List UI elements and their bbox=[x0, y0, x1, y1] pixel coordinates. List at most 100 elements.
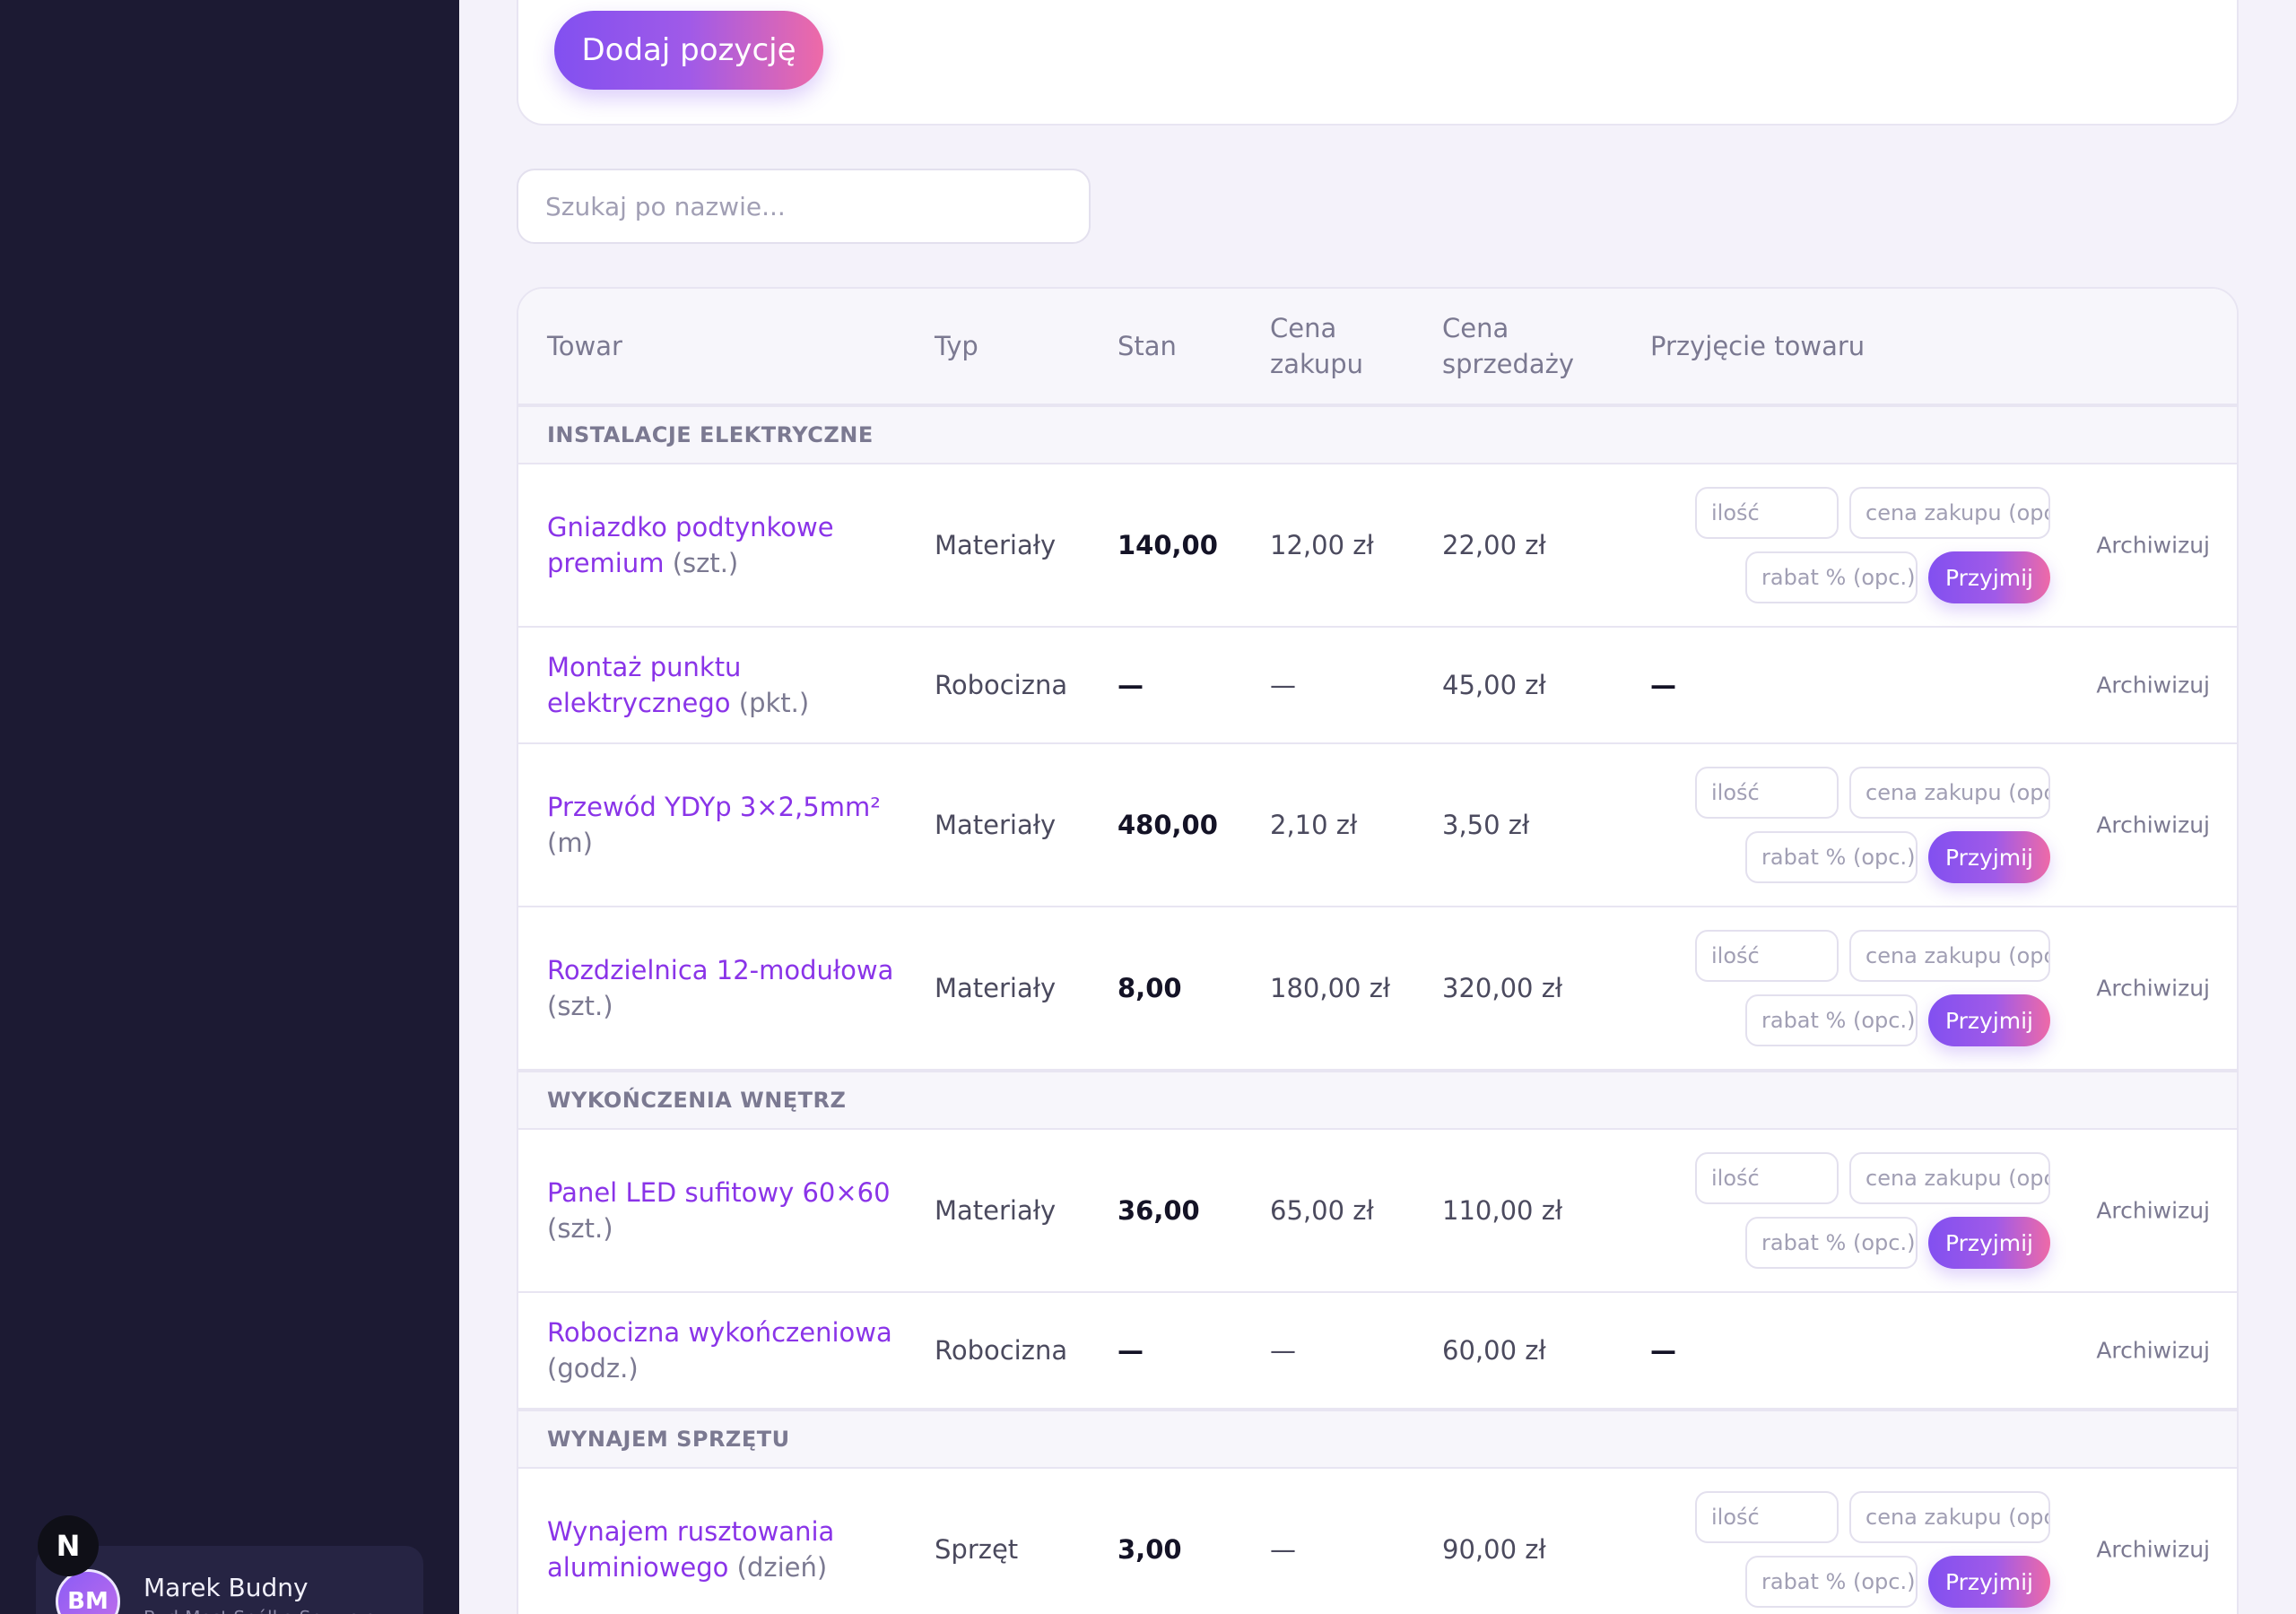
col-header-sell-line1: Cena bbox=[1442, 313, 1509, 343]
user-name: Marek Budny bbox=[144, 1573, 309, 1602]
item-name-cell: Montaż punktu elektrycznego (pkt.) bbox=[547, 649, 906, 721]
qty-input[interactable]: ilość bbox=[1695, 1152, 1839, 1204]
item-type: Sprzęt bbox=[935, 1534, 1019, 1565]
col-header-type: Typ bbox=[935, 331, 978, 361]
item-name-cell: Przewód YDYp 3×2,5mm² (m) bbox=[547, 789, 906, 861]
col-header-stock: Stan bbox=[1118, 331, 1177, 361]
discount-input[interactable]: rabat % (opc.) bbox=[1745, 1556, 1918, 1608]
col-header-name: Towar bbox=[547, 331, 622, 361]
archive-link[interactable]: Archiwizuj bbox=[2096, 811, 2210, 838]
qty-input[interactable]: ilość bbox=[1695, 487, 1839, 539]
col-header-buy: Cena zakupu bbox=[1270, 310, 1363, 382]
receive-form: ilość cena zakupu (opc.) rabat % (opc.) … bbox=[1695, 1152, 2054, 1269]
item-type: Materiały bbox=[935, 1195, 1057, 1226]
receive-unavailable: — bbox=[1650, 670, 1676, 700]
add-item-button[interactable]: Dodaj pozycję bbox=[554, 11, 823, 90]
item-name-link[interactable]: Wynajem rusztowania aluminiowego bbox=[547, 1516, 835, 1583]
group-header: WYNAJEM SPRZĘTU bbox=[518, 1410, 2237, 1469]
qty-input[interactable]: ilość bbox=[1695, 930, 1839, 982]
purchase-price-input[interactable]: cena zakupu (opc.) bbox=[1849, 930, 2050, 982]
avatar: BM bbox=[56, 1569, 120, 1614]
archive-link[interactable]: Archiwizuj bbox=[2096, 532, 2210, 559]
discount-input[interactable]: rabat % (opc.) bbox=[1745, 551, 1918, 603]
receive-form: ilość cena zakupu (opc.) rabat % (opc.) … bbox=[1695, 930, 2054, 1046]
item-sell-price: 110,00 zł bbox=[1442, 1195, 1563, 1226]
user-card[interactable]: BM Marek Budny Bud-Most Spółka Sp. z o.o… bbox=[36, 1546, 423, 1614]
discount-input[interactable]: rabat % (opc.) bbox=[1745, 831, 1918, 883]
group-header: INSTALACJE ELEKTRYCZNE bbox=[518, 405, 2237, 464]
search-input[interactable] bbox=[517, 169, 1091, 244]
receive-button[interactable]: Przyjmij bbox=[1928, 1217, 2050, 1269]
purchase-price-input[interactable]: cena zakupu (opc.) bbox=[1849, 767, 2050, 819]
purchase-price-input[interactable]: cena zakupu (opc.) bbox=[1849, 487, 2050, 539]
archive-link[interactable]: Archiwizuj bbox=[2096, 1197, 2210, 1224]
item-name-link[interactable]: Panel LED sufitowy 60×60 bbox=[547, 1177, 891, 1208]
item-name-cell: Panel LED sufitowy 60×60 (szt.) bbox=[547, 1175, 906, 1246]
receive-button[interactable]: Przyjmij bbox=[1928, 551, 2050, 603]
item-sell-price: 45,00 zł bbox=[1442, 670, 1546, 700]
item-sell-price: 22,00 zł bbox=[1442, 530, 1546, 560]
receive-form: ilość cena zakupu (opc.) rabat % (opc.) … bbox=[1695, 767, 2054, 883]
item-name-cell: Wynajem rusztowania aluminiowego (dzień) bbox=[547, 1514, 906, 1585]
archive-link[interactable]: Archiwizuj bbox=[2096, 1536, 2210, 1563]
purchase-price-input[interactable]: cena zakupu (opc.) bbox=[1849, 1491, 2050, 1543]
table-row: Montaż punktu elektrycznego (pkt.) Roboc… bbox=[518, 628, 2237, 744]
qty-input[interactable]: ilość bbox=[1695, 1491, 1839, 1543]
item-type: Materiały bbox=[935, 973, 1057, 1003]
user-company: Bud-Most Spółka Sp. z o.o. bbox=[144, 1607, 381, 1614]
table-row: Robocizna wykończeniowa (godz.) Robocizn… bbox=[518, 1293, 2237, 1410]
item-stock: 8,00 bbox=[1118, 973, 1182, 1003]
item-type: Materiały bbox=[935, 810, 1057, 840]
group-header: WYKOŃCZENIA WNĘTRZ bbox=[518, 1071, 2237, 1130]
col-header-sell-line2: sprzedaży bbox=[1442, 349, 1575, 379]
item-buy-price: 65,00 zł bbox=[1270, 1195, 1374, 1226]
table-row: Wynajem rusztowania aluminiowego (dzień)… bbox=[518, 1469, 2237, 1614]
receive-unavailable: — bbox=[1650, 1335, 1676, 1366]
archive-link[interactable]: Archiwizuj bbox=[2096, 672, 2210, 699]
discount-input[interactable]: rabat % (opc.) bbox=[1745, 994, 1918, 1046]
item-stock: 480,00 bbox=[1118, 810, 1218, 840]
archive-link[interactable]: Archiwizuj bbox=[2096, 1337, 2210, 1364]
discount-input[interactable]: rabat % (opc.) bbox=[1745, 1217, 1918, 1269]
item-name-cell: Rozdzielnica 12-modułowa (szt.) bbox=[547, 952, 906, 1024]
receive-form: ilość cena zakupu (opc.) rabat % (opc.) … bbox=[1695, 487, 2054, 603]
next-logo-icon[interactable]: N bbox=[38, 1515, 99, 1576]
col-header-sell: Cena sprzedaży bbox=[1442, 310, 1574, 382]
item-sell-price: 3,50 zł bbox=[1442, 810, 1530, 840]
inventory-table: Towar Typ Stan Cena zakupu Cena sprzedaż… bbox=[517, 287, 2239, 1614]
col-header-receive: Przyjęcie towaru bbox=[1650, 331, 1866, 361]
receive-button[interactable]: Przyjmij bbox=[1928, 831, 2050, 883]
item-stock: 36,00 bbox=[1118, 1195, 1200, 1226]
item-name-link[interactable]: Robocizna wykończeniowa bbox=[547, 1317, 892, 1348]
purchase-price-input[interactable]: cena zakupu (opc.) bbox=[1849, 1152, 2050, 1204]
item-stock: — bbox=[1118, 1335, 1144, 1366]
receive-button[interactable]: Przyjmij bbox=[1928, 1556, 2050, 1608]
archive-link[interactable]: Archiwizuj bbox=[2096, 975, 2210, 1002]
item-unit: (godz.) bbox=[547, 1353, 639, 1384]
table-header: Towar Typ Stan Cena zakupu Cena sprzedaż… bbox=[518, 289, 2237, 405]
item-sell-price: 90,00 zł bbox=[1442, 1534, 1546, 1565]
item-buy-price: — bbox=[1270, 670, 1296, 700]
item-unit: (szt.) bbox=[672, 548, 739, 578]
item-name-link[interactable]: Montaż punktu elektrycznego bbox=[547, 652, 742, 718]
item-name-link[interactable]: Przewód YDYp 3×2,5mm² bbox=[547, 792, 881, 822]
receive-button[interactable]: Przyjmij bbox=[1928, 994, 2050, 1046]
qty-input[interactable]: ilość bbox=[1695, 767, 1839, 819]
item-buy-price: 180,00 zł bbox=[1270, 973, 1391, 1003]
item-unit: (szt.) bbox=[547, 991, 613, 1021]
item-buy-price: 12,00 zł bbox=[1270, 530, 1374, 560]
sidebar: N BM Marek Budny Bud-Most Spółka Sp. z o… bbox=[0, 0, 459, 1614]
item-name-link[interactable]: Rozdzielnica 12-modułowa bbox=[547, 955, 894, 985]
item-sell-price: 60,00 zł bbox=[1442, 1335, 1546, 1366]
item-type: Robocizna bbox=[935, 670, 1068, 700]
item-stock: — bbox=[1118, 670, 1144, 700]
add-item-card: Dodaj pozycję bbox=[517, 0, 2239, 126]
table-row: Panel LED sufitowy 60×60 (szt.) Materiał… bbox=[518, 1130, 2237, 1293]
item-stock: 3,00 bbox=[1118, 1534, 1182, 1565]
receive-form: ilość cena zakupu (opc.) rabat % (opc.) … bbox=[1695, 1491, 2054, 1608]
item-buy-price: 2,10 zł bbox=[1270, 810, 1358, 840]
item-sell-price: 320,00 zł bbox=[1442, 973, 1563, 1003]
table-row: Przewód YDYp 3×2,5mm² (m) Materiały 480,… bbox=[518, 744, 2237, 907]
item-name-link[interactable]: Gniazdko podtynkowe premium bbox=[547, 512, 834, 578]
item-type: Robocizna bbox=[935, 1335, 1068, 1366]
